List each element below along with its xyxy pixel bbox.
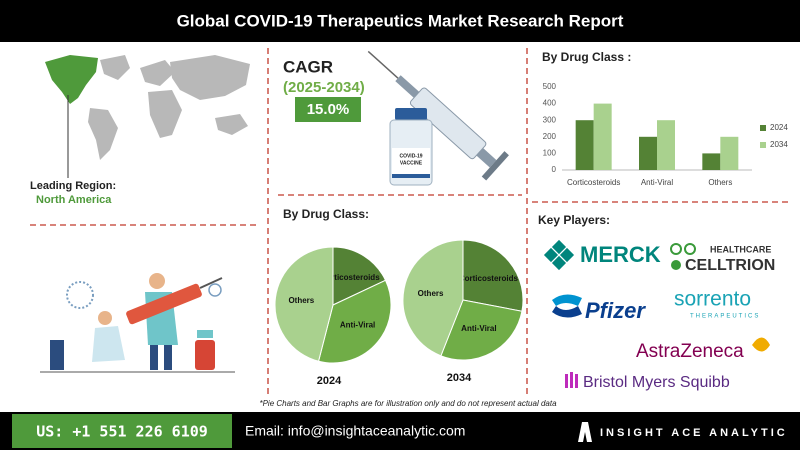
y-tick-label: 200 bbox=[543, 132, 557, 141]
legend-swatch bbox=[760, 142, 766, 148]
logo-text: HEALTHCARE bbox=[710, 244, 771, 254]
brand-logo bbox=[578, 422, 592, 442]
bar bbox=[720, 136, 739, 170]
pie-slice bbox=[440, 299, 523, 361]
bar bbox=[639, 136, 657, 170]
pie-slice bbox=[317, 279, 392, 364]
cagr-label: CAGR bbox=[283, 57, 333, 76]
astrazeneca-logo: AstraZeneca bbox=[636, 337, 770, 362]
pfizer-logo: Pfizer bbox=[552, 294, 646, 323]
bar bbox=[657, 120, 675, 170]
scientists-illustration bbox=[40, 273, 235, 373]
brand: INSIGHT ACE ANALYTIC bbox=[600, 427, 788, 439]
page-title: Global COVID-19 Therapeutics Market Rese… bbox=[177, 11, 624, 30]
cagr-box bbox=[295, 97, 361, 122]
y-tick-label: 400 bbox=[543, 99, 557, 108]
cagr-period: (2025-2034) bbox=[283, 79, 365, 96]
legend-label: 2024 bbox=[770, 123, 788, 132]
merck-logo: MERCK bbox=[543, 239, 661, 271]
pie-year: 2024 bbox=[317, 375, 342, 387]
pie-label: Corticosteroids bbox=[321, 273, 381, 282]
y-tick-label: 300 bbox=[543, 115, 557, 124]
bar bbox=[575, 120, 594, 170]
header-bar bbox=[0, 0, 800, 42]
y-tick-label: 500 bbox=[543, 82, 557, 91]
pie-section-title: By Drug Class: bbox=[283, 207, 369, 221]
logo-text: Bristol Myers Squibb bbox=[583, 374, 730, 391]
pie-label: Corticosteroids bbox=[459, 274, 519, 283]
pie-slice bbox=[274, 246, 334, 362]
logo-text: AstraZeneca bbox=[636, 341, 744, 362]
phone-box bbox=[12, 414, 232, 448]
world-map bbox=[88, 55, 250, 160]
y-tick-label: 0 bbox=[552, 165, 557, 174]
pie-label: Anti-Viral bbox=[461, 324, 496, 333]
logo-text: Pfizer bbox=[585, 298, 646, 323]
legend-swatch bbox=[760, 125, 766, 131]
region-label: Leading Region: bbox=[30, 180, 116, 192]
logo-text: sorrento bbox=[674, 288, 751, 311]
bms-logo: Bristol Myers Squibb bbox=[565, 372, 730, 391]
pie-slice bbox=[402, 239, 464, 357]
x-tick-label: Anti-Viral bbox=[641, 178, 674, 187]
x-tick-label: Corticosteroids bbox=[567, 178, 620, 187]
pie-year: 2034 bbox=[447, 372, 472, 384]
email: Email: info@insightaceanalytic.com bbox=[245, 423, 465, 439]
vial-text: COVID-19 bbox=[399, 153, 422, 159]
region-value: North America bbox=[36, 194, 112, 206]
bar-chart-title: By Drug Class : bbox=[542, 50, 631, 64]
vial-text: VACCINE bbox=[400, 160, 423, 166]
note: *Pie Charts and Bar Graphs are for illus… bbox=[259, 399, 557, 408]
logo-text: CELLTRION bbox=[685, 257, 775, 274]
logo-text: THERAPEUTICS bbox=[690, 314, 760, 320]
north-america bbox=[45, 55, 98, 104]
y-tick-label: 100 bbox=[543, 149, 557, 158]
key-players-title: Key Players: bbox=[538, 213, 610, 227]
pie-label: Anti-Viral bbox=[340, 320, 375, 329]
cagr-value: 15.0% bbox=[307, 101, 350, 118]
bar bbox=[593, 103, 612, 170]
sorrento-logo: sorrento THERAPEUTICS bbox=[674, 288, 760, 320]
pie-slice bbox=[462, 239, 524, 312]
syringe-illustration: COVID-19 VACCINE bbox=[367, 50, 509, 186]
legend-label: 2034 bbox=[770, 140, 788, 149]
logo-text: MERCK bbox=[580, 242, 661, 267]
celltrion-logo: HEALTHCARE CELLTRION bbox=[670, 243, 775, 274]
pie-label: Others bbox=[418, 289, 444, 298]
x-tick-label: Others bbox=[708, 178, 732, 187]
pie-slice bbox=[332, 246, 387, 306]
pie-label: Others bbox=[288, 296, 314, 305]
bar bbox=[702, 153, 721, 170]
phone: US: +1 551 226 6109 bbox=[36, 423, 208, 441]
